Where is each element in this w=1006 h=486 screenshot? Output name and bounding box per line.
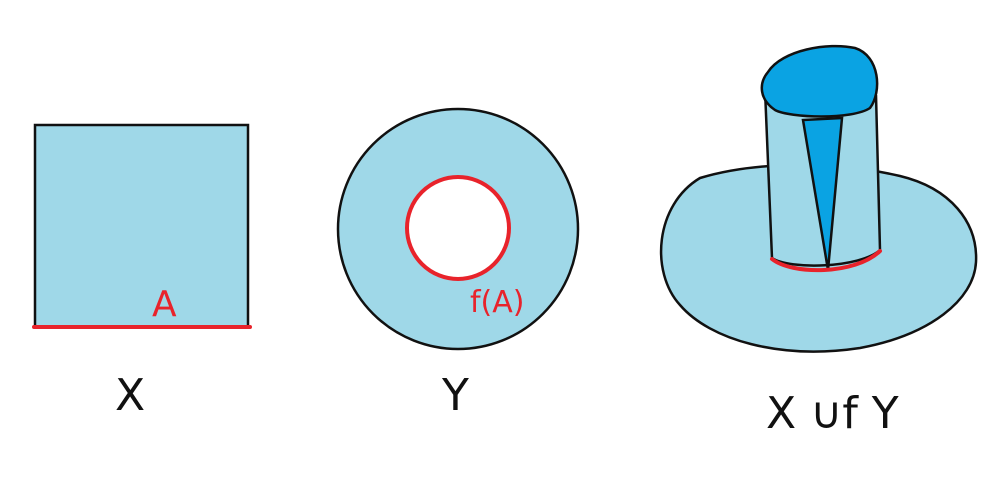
pushout-glue-curve <box>770 249 882 273</box>
square-x <box>33 123 250 329</box>
annulus-hole <box>405 175 511 281</box>
label-fa: f(A) <box>470 285 525 320</box>
pushout-figure: X ∪f Y <box>659 44 978 439</box>
label-a: A <box>152 284 177 325</box>
annulus-y-figure: f(A) Y <box>336 107 580 421</box>
pushout-seam <box>801 116 844 271</box>
square-x-figure: A X <box>32 123 252 421</box>
label-x: X <box>115 370 145 421</box>
label-pushout: X ∪f Y <box>766 388 899 439</box>
label-y: Y <box>441 370 469 421</box>
pushout-cap <box>760 44 879 118</box>
